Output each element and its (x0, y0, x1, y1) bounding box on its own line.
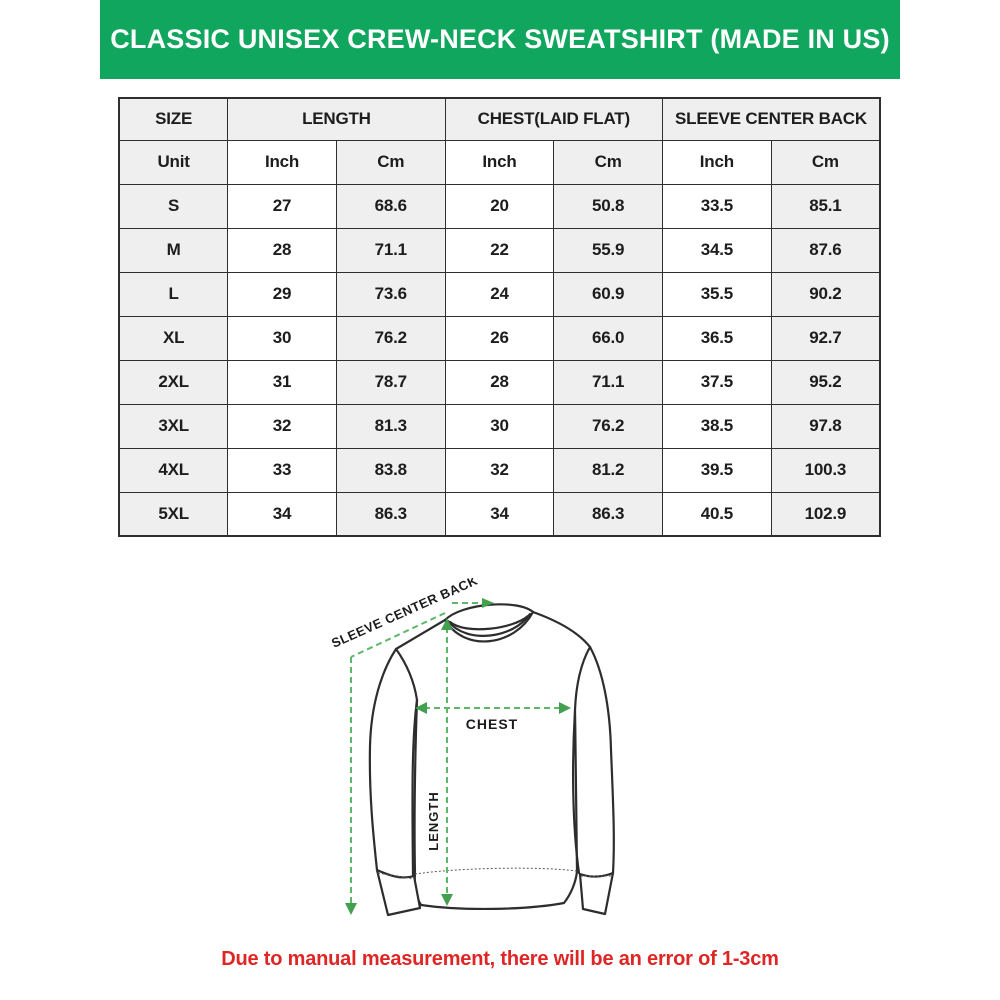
table-row: S 27 68.6 20 50.8 33.5 85.1 (118, 183, 881, 229)
value-cell: 26 (444, 315, 555, 361)
table-unit-row: Unit Inch Cm Inch Cm Inch Cm (118, 139, 881, 185)
arrow-left-icon (415, 702, 427, 714)
value-cell: 38.5 (662, 403, 772, 449)
value-cell: 22 (444, 227, 555, 273)
table-row: 5XL 34 86.3 34 86.3 40.5 102.9 (118, 491, 881, 537)
unit-cell: Cm (770, 139, 881, 185)
size-cell: 4XL (118, 447, 229, 493)
value-cell: 71.1 (335, 227, 446, 273)
size-cell: 2XL (118, 359, 229, 405)
value-cell: 34.5 (662, 227, 772, 273)
value-cell: 24 (444, 271, 555, 317)
column-header-size: SIZE (118, 97, 229, 141)
value-cell: 30 (444, 403, 555, 449)
column-header-chest: CHEST(LAID FLAT) (444, 97, 664, 141)
footer: Due to manual measurement, there will be… (0, 948, 1000, 971)
value-cell: 39.5 (662, 447, 772, 493)
value-cell: 86.3 (335, 491, 446, 537)
value-cell: 55.9 (553, 227, 664, 273)
value-cell: 97.8 (770, 403, 881, 449)
value-cell: 87.6 (770, 227, 881, 273)
arrow-down-icon (345, 903, 357, 915)
value-cell: 28 (227, 227, 337, 273)
table-row: 4XL 33 83.8 32 81.2 39.5 100.3 (118, 447, 881, 493)
value-cell: 102.9 (770, 491, 881, 537)
column-header-sleeve: SLEEVE CENTER BACK (662, 97, 881, 141)
value-cell: 33 (227, 447, 337, 493)
value-cell: 32 (444, 447, 555, 493)
table-group-header-row: SIZE LENGTH CHEST(LAID FLAT) SLEEVE CENT… (118, 97, 881, 141)
column-header-length: LENGTH (227, 97, 446, 141)
value-cell: 83.8 (335, 447, 446, 493)
value-cell: 95.2 (770, 359, 881, 405)
value-cell: 32 (227, 403, 337, 449)
value-cell: 34 (444, 491, 555, 537)
table-row: M 28 71.1 22 55.9 34.5 87.6 (118, 227, 881, 273)
value-cell: 66.0 (553, 315, 664, 361)
value-cell: 71.1 (553, 359, 664, 405)
value-cell: 60.9 (553, 271, 664, 317)
size-cell: L (118, 271, 229, 317)
value-cell: 76.2 (553, 403, 664, 449)
value-cell: 27 (227, 183, 337, 229)
table-row: XL 30 76.2 26 66.0 36.5 92.7 (118, 315, 881, 361)
value-cell: 50.8 (553, 183, 664, 229)
page-title: CLASSIC UNISEX CREW-NECK SWEATSHIRT (MAD… (110, 24, 890, 54)
value-cell: 31 (227, 359, 337, 405)
value-cell: 86.3 (553, 491, 664, 537)
value-cell: 40.5 (662, 491, 772, 537)
value-cell: 35.5 (662, 271, 772, 317)
sleeve-center-back-label: SLEEVE CENTER BACK (329, 578, 480, 651)
unit-cell: Inch (227, 139, 337, 185)
value-cell: 28 (444, 359, 555, 405)
unit-cell: Inch (662, 139, 772, 185)
arrow-right-icon (482, 598, 494, 608)
value-cell: 33.5 (662, 183, 772, 229)
value-cell: 68.6 (335, 183, 446, 229)
value-cell: 81.2 (553, 447, 664, 493)
value-cell: 34 (227, 491, 337, 537)
table-row: 3XL 32 81.3 30 76.2 38.5 97.8 (118, 403, 881, 449)
value-cell: 90.2 (770, 271, 881, 317)
unit-cell: Unit (118, 139, 229, 185)
measurement-note: Due to manual measurement, there will be… (221, 948, 779, 970)
value-cell: 37.5 (662, 359, 772, 405)
value-cell: 78.7 (335, 359, 446, 405)
length-label: LENGTH (426, 791, 441, 850)
measurement-lines (350, 602, 562, 904)
sweatshirt-diagram: SLEEVE CENTER BACK CHEST LENGTH (300, 573, 700, 938)
table-row: L 29 73.6 24 60.9 35.5 90.2 (118, 271, 881, 317)
arrow-right-icon (559, 702, 571, 714)
value-cell: 92.7 (770, 315, 881, 361)
unit-cell: Cm (335, 139, 446, 185)
value-cell: 81.3 (335, 403, 446, 449)
unit-cell: Inch (444, 139, 555, 185)
chest-label: CHEST (466, 716, 518, 732)
unit-cell: Cm (553, 139, 664, 185)
value-cell: 85.1 (770, 183, 881, 229)
size-table: SIZE LENGTH CHEST(LAID FLAT) SLEEVE CENT… (118, 97, 881, 537)
value-cell: 36.5 (662, 315, 772, 361)
value-cell: 100.3 (770, 447, 881, 493)
value-cell: 29 (227, 271, 337, 317)
value-cell: 73.6 (335, 271, 446, 317)
size-cell: S (118, 183, 229, 229)
table-row: 2XL 31 78.7 28 71.1 37.5 95.2 (118, 359, 881, 405)
size-cell: 5XL (118, 491, 229, 537)
value-cell: 20 (444, 183, 555, 229)
size-cell: M (118, 227, 229, 273)
size-cell: XL (118, 315, 229, 361)
value-cell: 76.2 (335, 315, 446, 361)
arrow-up-icon (441, 618, 453, 630)
size-cell: 3XL (118, 403, 229, 449)
value-cell: 30 (227, 315, 337, 361)
sweatshirt-drawing: SLEEVE CENTER BACK CHEST LENGTH (329, 573, 615, 917)
arrow-down-icon (441, 894, 453, 906)
title-banner: CLASSIC UNISEX CREW-NECK SWEATSHIRT (MAD… (100, 0, 900, 79)
